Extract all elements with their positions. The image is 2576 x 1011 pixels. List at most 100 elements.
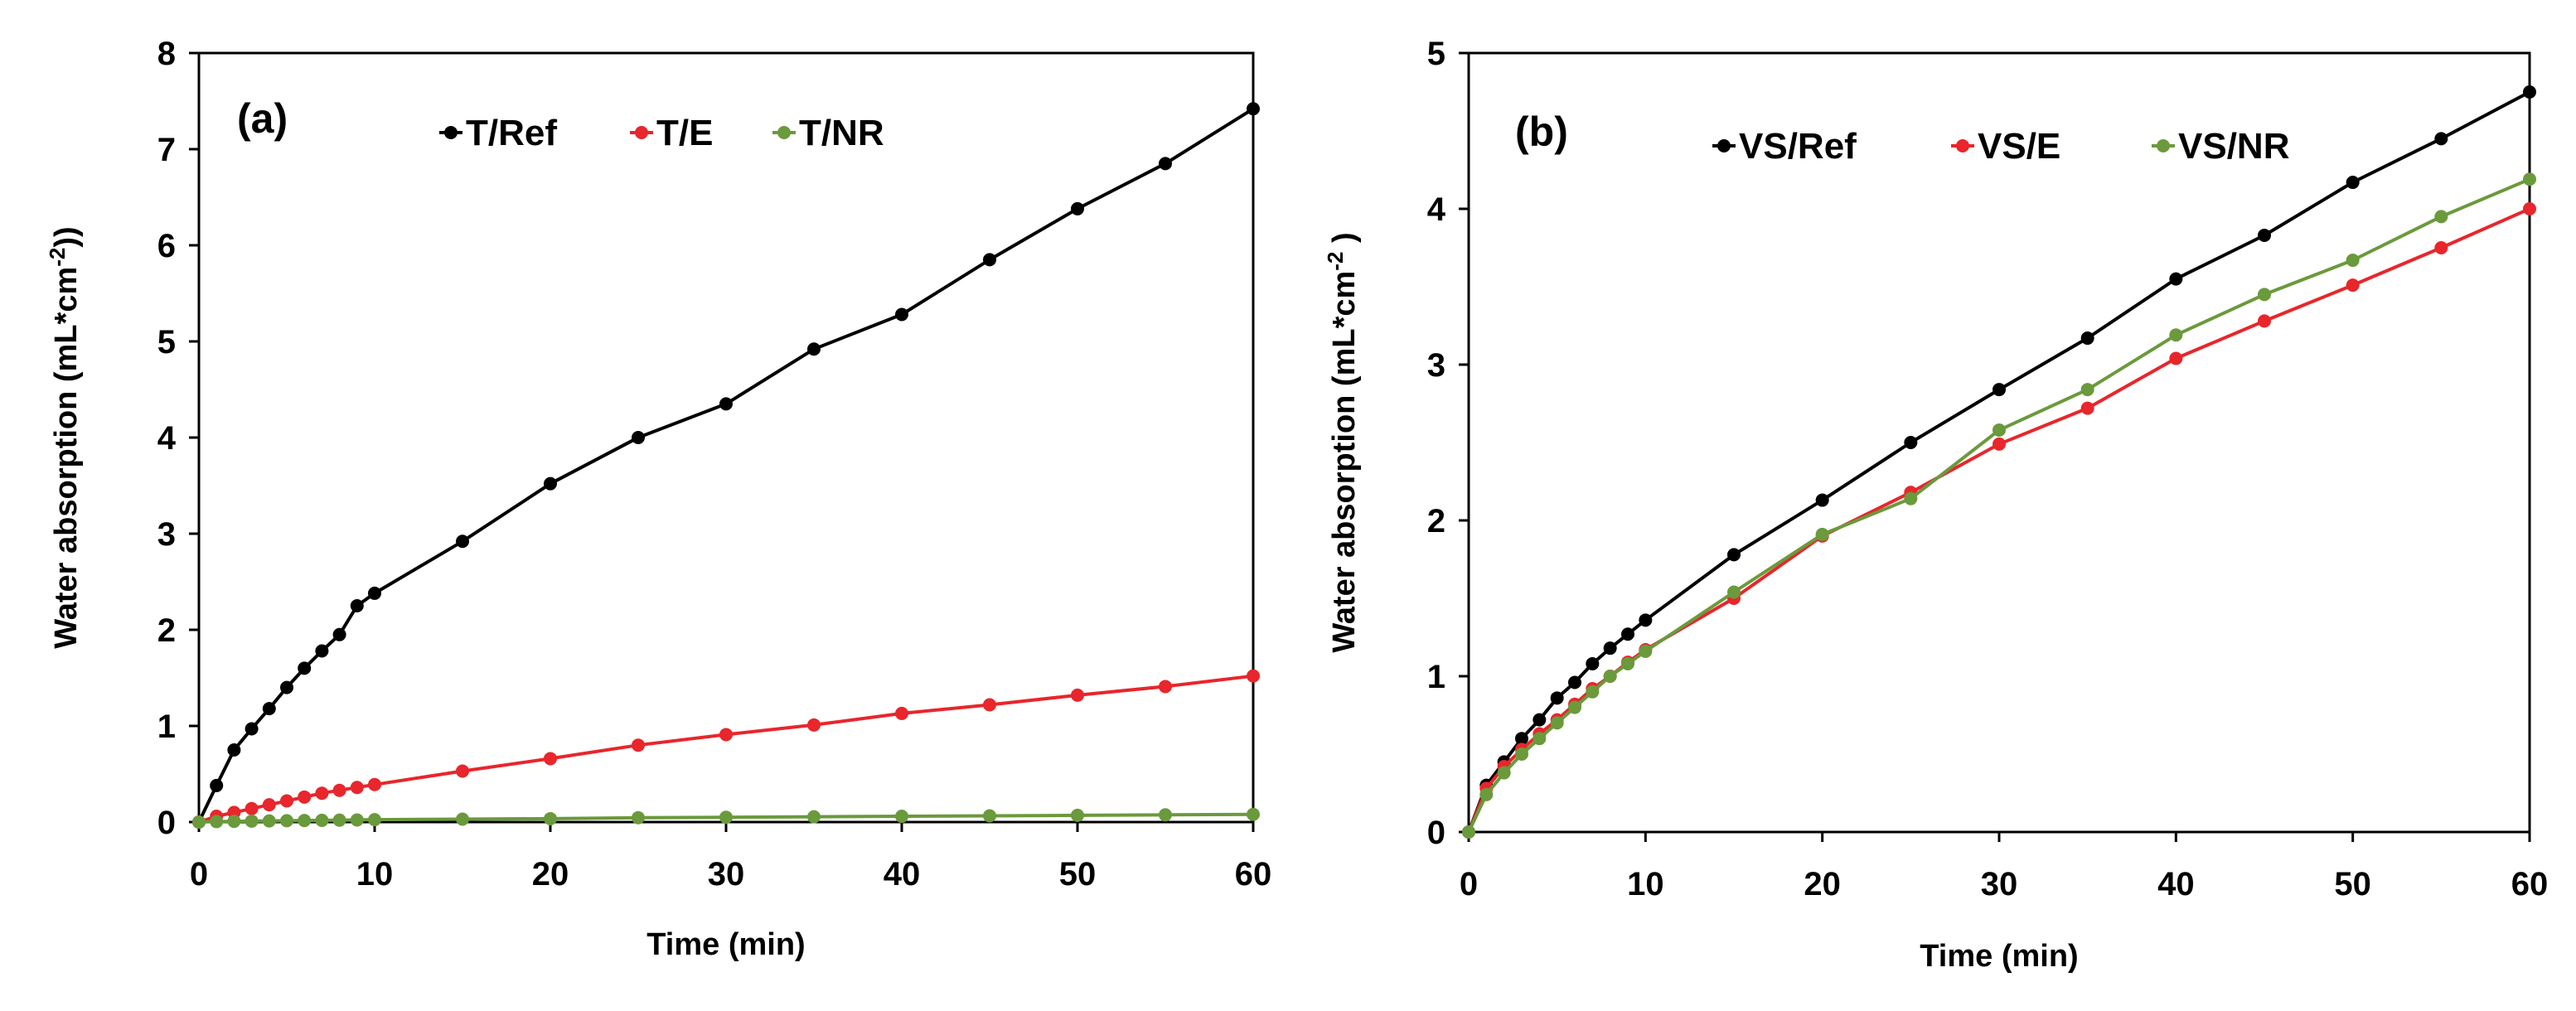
data-point-vs-nr xyxy=(2346,254,2360,268)
x-tick-label: 0 xyxy=(1460,866,1478,902)
data-point-t-nr xyxy=(245,814,259,828)
data-point-t-nr xyxy=(456,812,469,826)
y-tick-label: 7 xyxy=(157,132,176,168)
series-t-ref xyxy=(192,102,1260,829)
x-tick-label: 60 xyxy=(1235,856,1272,892)
data-point-vs-e xyxy=(2258,314,2271,328)
data-point-t-nr xyxy=(298,814,312,828)
legend-marker xyxy=(777,126,791,139)
series-t-nr xyxy=(192,807,1260,829)
y-tick-label: 6 xyxy=(157,228,176,264)
x-tick-label: 30 xyxy=(1981,866,2018,902)
legend-label: T/E xyxy=(656,113,713,153)
data-point-vs-nr xyxy=(1904,491,1918,506)
data-point-t-ref xyxy=(1247,102,1260,116)
x-tick-label: 10 xyxy=(356,856,394,892)
y-tick-label: 5 xyxy=(1427,36,1445,72)
series-line-vs-e xyxy=(1467,207,2530,833)
panel-label: (a) xyxy=(237,95,288,142)
data-point-t-e xyxy=(456,764,469,778)
data-point-t-ref xyxy=(280,680,293,694)
data-point-vs-ref xyxy=(1533,713,1547,727)
data-point-vs-ref xyxy=(2434,132,2448,146)
series-vs-e xyxy=(1462,202,2536,839)
legend-item-vs-nr: VS/NR xyxy=(2152,126,2289,167)
data-point-vs-nr xyxy=(1586,684,1600,699)
data-point-vs-ref xyxy=(2346,176,2360,190)
data-point-vs-ref xyxy=(1727,548,1741,562)
legend-label: T/Ref xyxy=(466,113,557,153)
data-point-t-e xyxy=(807,718,821,732)
data-point-vs-nr xyxy=(1621,656,1634,670)
data-point-vs-e xyxy=(2523,202,2536,215)
data-point-t-e xyxy=(1071,688,1084,702)
y-tick-label: 1 xyxy=(1427,659,1445,695)
data-point-vs-ref xyxy=(1904,436,1918,449)
x-axis-title: Time (min) xyxy=(646,927,805,962)
data-point-t-ref xyxy=(544,476,557,491)
data-point-vs-ref xyxy=(2169,272,2183,286)
series-line-vs-ref xyxy=(1467,90,2530,833)
plot-frame xyxy=(197,51,1255,824)
x-tick-label: 20 xyxy=(1804,866,1841,902)
y-tick-label: 3 xyxy=(157,516,176,553)
data-point-vs-ref xyxy=(2523,85,2536,99)
data-point-vs-nr xyxy=(2523,172,2536,186)
data-point-vs-ref xyxy=(1515,732,1528,746)
data-point-t-e xyxy=(1159,680,1172,694)
data-point-vs-nr xyxy=(2434,210,2448,224)
data-point-vs-nr xyxy=(1727,585,1741,599)
data-point-t-ref xyxy=(1159,157,1172,171)
x-tick-label: 50 xyxy=(2334,866,2371,902)
legend-label: T/NR xyxy=(799,113,884,153)
data-point-t-ref xyxy=(632,431,645,444)
legend-marker xyxy=(1956,139,1969,152)
data-point-vs-nr xyxy=(1603,670,1617,683)
data-point-vs-e xyxy=(2434,241,2448,254)
data-point-t-e xyxy=(368,777,381,791)
data-point-vs-nr xyxy=(1815,527,1829,541)
series-line-t-ref xyxy=(197,107,1255,823)
data-point-t-nr xyxy=(1159,808,1172,822)
y-axis-title-superscript: -2 xyxy=(45,248,70,267)
data-point-t-nr xyxy=(262,814,276,828)
data-point-t-e xyxy=(298,790,312,804)
data-point-t-ref xyxy=(719,397,733,411)
y-axis-title: Water absorption (mL*cm-2)) xyxy=(45,226,84,648)
legend-item-t-e: T/E xyxy=(630,113,713,153)
data-point-vs-nr xyxy=(1993,423,2006,437)
x-tick-label: 10 xyxy=(1627,866,1664,902)
y-axis-title-end: )) xyxy=(49,226,84,247)
data-point-vs-ref xyxy=(2080,331,2094,346)
legend-item-vs-e: VS/E xyxy=(1951,126,2060,167)
y-tick-label: 4 xyxy=(1427,191,1446,228)
panel-a: 0 1 2 3 4 5 6 7 8 0 10 20 30 40 50 60 Time (min) Water ab… xyxy=(45,36,1271,962)
y-axis-title-end: ) xyxy=(1327,232,1362,251)
data-point-vs-ref xyxy=(1815,493,1829,507)
data-point-vs-ref xyxy=(1568,675,1581,689)
data-point-t-nr xyxy=(1247,807,1260,821)
data-point-t-nr xyxy=(210,815,224,829)
data-point-vs-nr xyxy=(1568,700,1581,714)
series-vs-nr xyxy=(1462,172,2536,839)
data-point-t-ref xyxy=(368,586,381,600)
data-point-t-e xyxy=(245,801,259,815)
data-point-t-ref xyxy=(227,743,241,757)
data-point-t-ref xyxy=(298,661,312,675)
legend-label: VS/NR xyxy=(2178,126,2289,167)
y-tick-label: 4 xyxy=(157,420,177,457)
data-point-vs-nr xyxy=(1497,766,1511,780)
x-tick-label: 50 xyxy=(1059,856,1097,892)
data-point-vs-nr xyxy=(1550,716,1564,730)
y-tick-label: 2 xyxy=(1427,503,1445,539)
y-tick-label: 3 xyxy=(1427,347,1445,384)
data-point-vs-nr xyxy=(1462,825,1475,839)
data-point-t-nr xyxy=(983,809,996,823)
data-point-vs-ref xyxy=(2258,228,2271,242)
y-tick-label: 1 xyxy=(157,709,176,745)
data-point-t-nr xyxy=(807,810,821,824)
data-point-t-e xyxy=(983,698,996,712)
y-tick-label: 0 xyxy=(157,805,176,841)
